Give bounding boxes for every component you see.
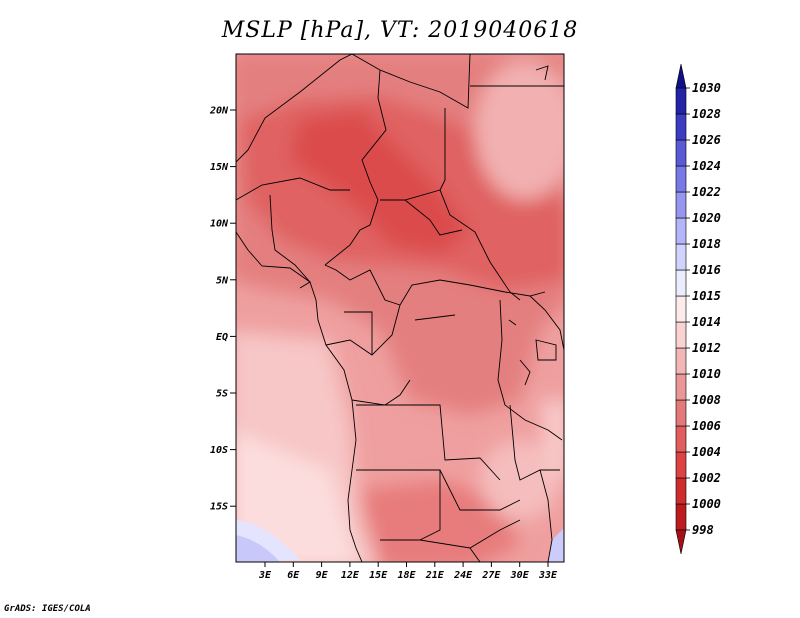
colorbar-low-arrow [675,529,687,555]
colorbar-segment [675,373,687,401]
colorbar-high-arrow [675,63,687,89]
colorbar-label: 1026 [692,133,721,147]
lon-label: 21E [425,570,445,581]
colorbar-segment [675,503,687,531]
colorbar-label: 998 [692,523,714,537]
lon-label: 18E [397,570,416,581]
region-1014-atlantic [236,432,358,562]
lat-label: 5S [216,389,228,400]
colorbar-label: 1010 [692,367,721,381]
colorbar-segment [675,477,687,505]
colorbar-segment [675,243,687,271]
colorbar-segment [675,165,687,193]
colorbar-label: 1016 [692,263,721,277]
region-1018-southwest [236,535,280,562]
colorbar-segment [675,295,687,323]
colorbar-segment [675,399,687,427]
colorbar-label: 1004 [692,445,721,459]
region-1012-indian-ocean [540,400,564,478]
colorbar-label: 1002 [692,471,721,485]
pressure-field [236,54,564,562]
colorbar-segment [675,139,687,167]
colorbar-segment [675,269,687,297]
lon-label: 27E [481,570,501,581]
colorbar-segment [675,425,687,453]
colorbar-label: 1030 [692,81,721,95]
colorbar: 998 1000 1002 1004 1006 1008 1010 1012 1014 1015 1… [675,63,721,555]
lon-label: 12E [341,570,360,581]
grads-credit: GrADS: IGES/COLA [4,604,91,614]
colorbar-segment [675,347,687,375]
colorbar-segment [675,217,687,245]
colorbar-segment [675,321,687,349]
colorbar-label: 1015 [692,289,721,303]
colorbar-label: 1024 [692,159,721,173]
region-1004 [290,110,470,255]
colorbar-label: 1006 [692,419,721,433]
colorbar-label: 1028 [692,107,721,121]
lon-label: 30E [510,570,530,581]
lat-label: 10N [210,219,229,230]
colorbar-label: 1000 [692,497,721,511]
lon-label: 24E [453,570,473,581]
colorbar-label: 1020 [692,211,721,225]
region-1018-southeast [548,528,564,562]
lon-label: 9E [316,570,329,581]
colorbar-segment [675,191,687,219]
colorbar-segment [675,451,687,479]
colorbar-segment [675,87,687,115]
lat-label: 15S [210,502,228,513]
lon-label: 6E [287,570,300,581]
colorbar-label: 1008 [692,393,721,407]
longitude-axis: 3E 6E 9E 12E 15E 18E 21E 24E 27E 30E 33E [258,562,558,581]
lat-label: 5N [216,275,229,286]
lat-label: EQ [216,332,228,343]
lon-label: 3E [258,570,272,581]
colorbar-label: 1014 [692,315,721,329]
colorbar-label: 1022 [692,185,721,199]
lat-label: 10S [210,445,228,456]
map-frame [235,53,565,563]
latitude-axis: 20N 15N 10N 5N EQ 5S 10S 15S [209,106,236,513]
region-1012-northeast [475,60,564,200]
colorbar-segment [675,113,687,141]
colorbar-label: 1018 [692,237,721,251]
lat-label: 15N [210,162,229,173]
lon-label: 15E [369,570,388,581]
lon-label: 33E [538,570,558,581]
lat-label: 20N [209,106,229,117]
coastlines-borders [236,54,564,562]
map-title: MSLP [hPa], VT: 2019040618 [221,18,579,43]
colorbar-label: 1012 [692,341,721,355]
